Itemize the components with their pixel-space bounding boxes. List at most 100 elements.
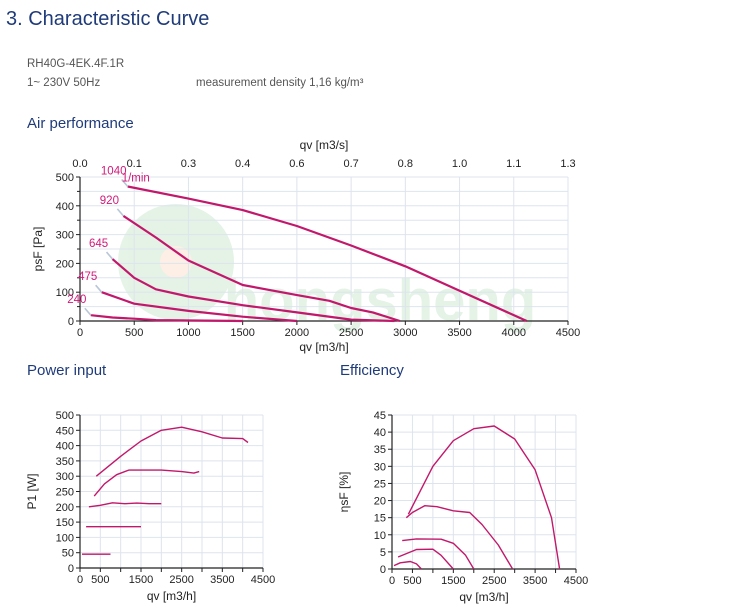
efficiency-title: Efficiency	[340, 362, 404, 379]
watermark-center	[160, 246, 192, 278]
air-x-tick-label: 2000	[285, 327, 309, 339]
power-x-tick-label: 0	[77, 574, 83, 586]
air-curve-stub-645	[105, 251, 114, 260]
power-x-tick-label: 4500	[251, 574, 275, 586]
air-y-tick-label: 200	[56, 258, 74, 270]
watermark-logo: hongsheng	[118, 204, 536, 333]
air-performance-title: Air performance	[27, 115, 134, 132]
supply-voltage: 1~ 230V 50Hz	[27, 77, 101, 89]
air-x2-tick-label: 0.0	[72, 158, 87, 170]
eff-x-axis-label: qv [m3/h]	[459, 590, 508, 604]
air-x-tick-label: 4000	[502, 327, 526, 339]
air-curve-920	[122, 214, 401, 323]
eff-y-tick-label: 5	[380, 547, 386, 559]
air-x-tick-label: 1000	[176, 327, 200, 339]
power-x-tick-label: 500	[91, 574, 109, 586]
eff-curve-1040	[407, 425, 561, 570]
power-y-tick-label: 500	[56, 410, 74, 422]
eff-x-tick-label: 0	[389, 575, 395, 587]
power-x-tick-label: 1500	[129, 574, 153, 586]
eff-y-tick-label: 35	[374, 444, 386, 456]
power-curve-920	[93, 469, 200, 497]
eff-y-axis-label: ηsF [%]	[337, 472, 351, 513]
measurement-density: measurement density 1,16 kg/m³	[196, 77, 364, 89]
air-x-tick-label: 2500	[339, 327, 363, 339]
air-curve-stub-920	[116, 208, 124, 217]
power-y-tick-label: 250	[56, 487, 74, 499]
air-y-axis-label: psF [Pa]	[31, 227, 45, 272]
air-rpm-label-475: 475	[78, 271, 97, 283]
air-curve-240	[90, 314, 243, 323]
power-y-tick-label: 350	[56, 456, 74, 468]
eff-x-tick-label: 4500	[564, 575, 588, 587]
power-y-tick-label: 0	[68, 563, 74, 575]
air-curve-645	[111, 258, 395, 323]
air-y-tick-label: 400	[56, 201, 74, 213]
eff-curve-920	[405, 505, 514, 570]
power-y-tick-label: 400	[56, 441, 74, 453]
air-x2-tick-label: 1.3	[560, 158, 575, 170]
air-curve-1040	[127, 185, 528, 323]
air-x-tick-label: 1500	[230, 327, 254, 339]
power-input-title: Power input	[27, 362, 107, 379]
eff-curve-475	[397, 548, 454, 570]
air-x2-tick-label: 0.8	[398, 158, 413, 170]
power-x-tick-label: 3500	[210, 574, 234, 586]
eff-x-tick-label: 1500	[441, 575, 465, 587]
air-y-tick-label: 0	[68, 316, 74, 328]
air-y-tick-label: 100	[56, 287, 74, 299]
air-x2-tick-label: 1.1	[506, 158, 521, 170]
power-y-tick-label: 200	[56, 502, 74, 514]
power-y-tick-label: 50	[62, 548, 74, 560]
eff-y-tick-label: 40	[374, 427, 386, 439]
air-x2-tick-label: 0.3	[181, 158, 196, 170]
air-rpm-label-1040: 1040	[101, 166, 127, 178]
eff-curve-240	[393, 560, 422, 570]
air-y-tick-label: 300	[56, 230, 74, 242]
eff-y-tick-label: 30	[374, 461, 386, 473]
eff-y-tick-label: 15	[374, 513, 386, 525]
air-rpm-label-645: 645	[89, 238, 108, 250]
air-x-tick-label: 4500	[556, 327, 580, 339]
air-rpm-label-240: 240	[67, 294, 86, 306]
power-curve-645	[88, 502, 162, 508]
power-y-tick-label: 450	[56, 425, 74, 437]
air-x2-tick-label: 0.1	[127, 158, 142, 170]
eff-y-tick-label: 25	[374, 478, 386, 490]
air-x-tick-label: 3500	[447, 327, 471, 339]
air-curve-stub-475	[95, 284, 103, 293]
air-x2-tick-label: 1.0	[452, 158, 467, 170]
power-curve-1040	[95, 426, 249, 477]
air-x2-tick-label: 0.4	[235, 158, 250, 170]
air-x2-axis-label: qv [m3/s]	[300, 138, 349, 152]
watermark-text: hongsheng	[224, 268, 537, 333]
eff-y-tick-label: 20	[374, 496, 386, 508]
page-title: 3. Characteristic Curve	[6, 8, 210, 30]
eff-x-tick-label: 3500	[523, 575, 547, 587]
air-rpm-label-920: 920	[100, 195, 119, 207]
air-curve-stub-240	[84, 307, 92, 316]
power-x-axis-label: qv [m3/h]	[147, 589, 196, 603]
eff-x-tick-label: 500	[403, 575, 421, 587]
power-y-tick-label: 100	[56, 532, 74, 544]
model-number: RH40G-4EK.4F.1R	[27, 58, 125, 70]
eff-y-tick-label: 45	[374, 410, 386, 422]
air-x-tick-label: 3000	[393, 327, 417, 339]
eff-x-tick-label: 2500	[482, 575, 506, 587]
power-x-tick-label: 2500	[169, 574, 193, 586]
power-y-axis-label: P1 [W]	[25, 473, 39, 509]
air-x-tick-label: 0	[77, 327, 83, 339]
air-x2-tick-label: 0.6	[289, 158, 304, 170]
power-y-tick-label: 300	[56, 471, 74, 483]
air-x2-tick-label: 0.7	[343, 158, 358, 170]
air-x-tick-label: 500	[125, 327, 143, 339]
watermark-circle	[118, 204, 234, 320]
air-rpm-unit-label: 1/min	[122, 173, 150, 185]
air-y-tick-label: 500	[56, 172, 74, 184]
eff-y-tick-label: 10	[374, 530, 386, 542]
air-curve-stub-1040	[121, 178, 129, 188]
power-y-tick-label: 150	[56, 517, 74, 529]
air-x-axis-label: qv [m3/h]	[299, 340, 348, 354]
eff-y-tick-label: 0	[380, 564, 386, 576]
